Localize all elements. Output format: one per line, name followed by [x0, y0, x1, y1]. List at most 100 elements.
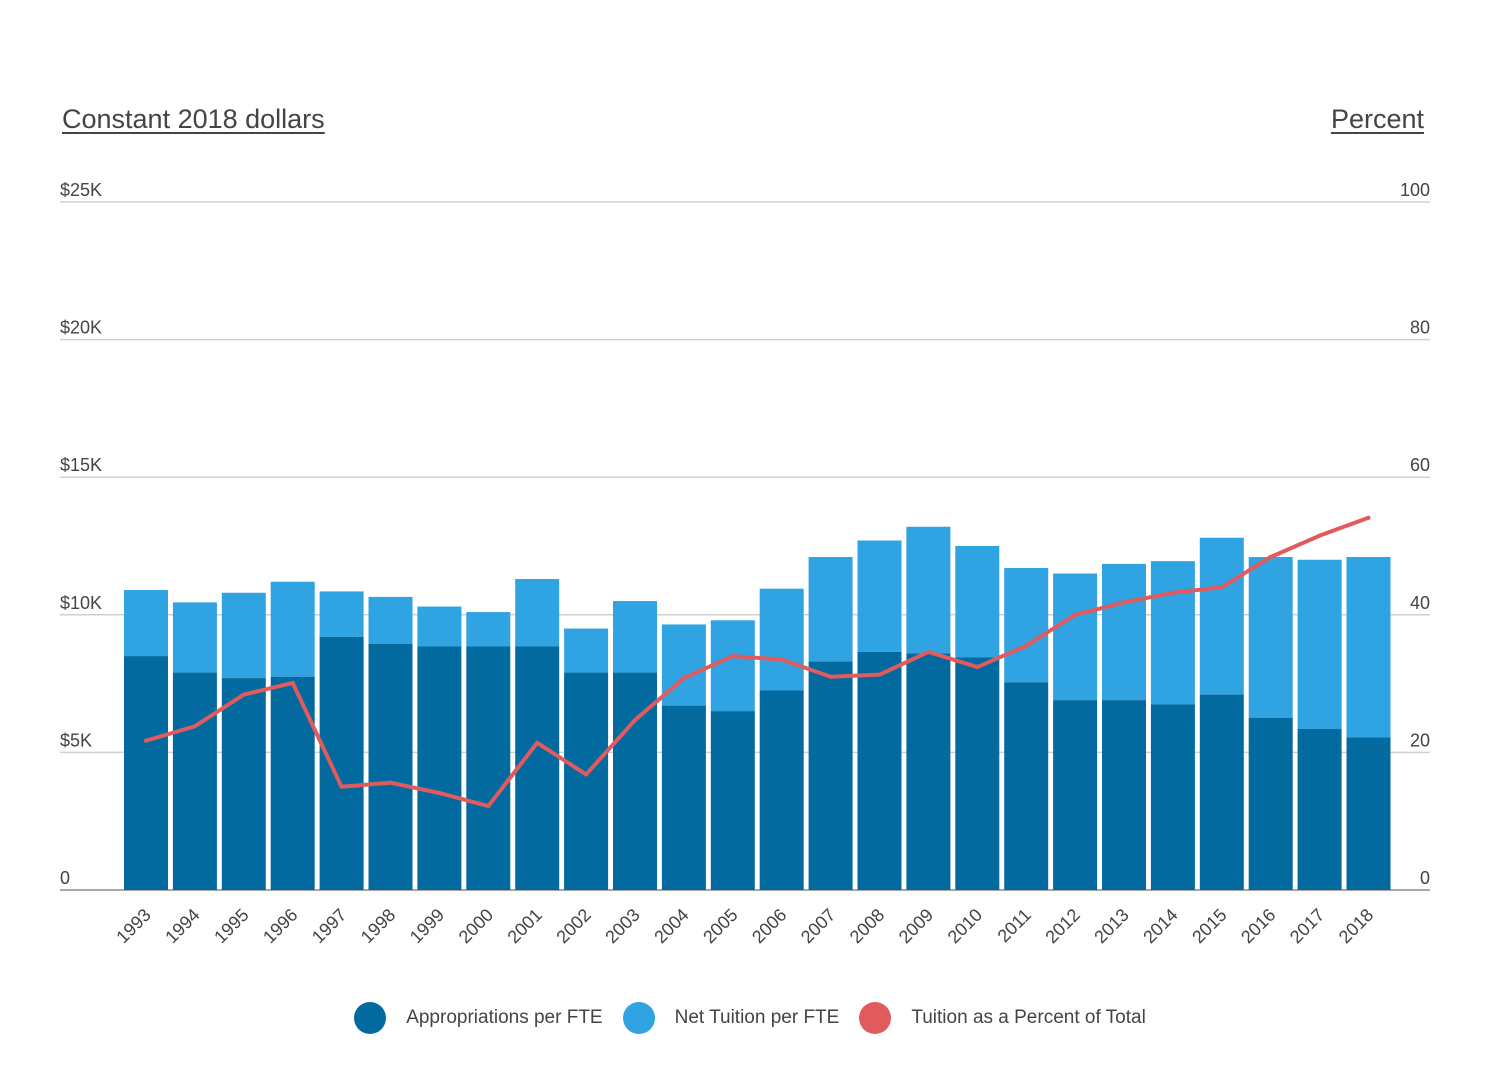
bar-net-tuition: [955, 546, 1000, 658]
x-tick-label: 2015: [1188, 905, 1230, 947]
x-tick-label: 1998: [357, 905, 399, 947]
x-tick-label: 2017: [1286, 905, 1328, 947]
legend-swatch-net-tuition: [622, 1002, 655, 1034]
bar-appropriations: [808, 661, 853, 890]
x-tick-label: 2013: [1090, 905, 1132, 947]
bar-net-tuition: [759, 588, 804, 691]
bar-appropriations: [1346, 737, 1391, 890]
line-point: [975, 665, 980, 670]
line-point: [241, 692, 246, 697]
bar-net-tuition: [710, 620, 755, 712]
legend-item-tuition-percent[interactable]: Tuition as a Percent of Total: [859, 1002, 1146, 1034]
bar-appropriations: [955, 657, 1000, 890]
x-tick-label: 2000: [455, 905, 497, 947]
bar-net-tuition: [1346, 557, 1391, 738]
bar-net-tuition: [1248, 557, 1293, 718]
bar-net-tuition: [466, 612, 511, 647]
x-tick-label: 1993: [112, 905, 154, 947]
bar-net-tuition: [1004, 568, 1049, 683]
bar-appropriations: [417, 646, 462, 890]
line-point: [192, 724, 197, 729]
y-right-tick-label: 60: [1410, 455, 1430, 475]
x-tick-label: 1994: [161, 905, 203, 947]
line-point: [1317, 533, 1322, 538]
line-point: [1219, 585, 1224, 590]
bar-appropriations: [124, 656, 168, 890]
y-left-tick-label: $5K: [60, 730, 92, 750]
y-right-tick-label: 40: [1410, 593, 1430, 613]
line-point: [290, 680, 295, 685]
bar-net-tuition: [1297, 559, 1342, 730]
bar-appropriations: [1150, 704, 1195, 890]
bar-net-tuition: [270, 581, 315, 677]
line-point: [1073, 612, 1078, 617]
x-tick-label: 2016: [1237, 905, 1279, 947]
line-point: [681, 676, 686, 681]
line-point: [926, 649, 931, 654]
x-tick-label: 2002: [552, 905, 594, 947]
x-tick-label: 2001: [504, 905, 546, 947]
bar-net-tuition: [124, 590, 168, 657]
line-point: [730, 654, 735, 659]
line-point: [1268, 555, 1273, 560]
y-left-tick-label: $15K: [60, 455, 102, 475]
bar-appropriations: [515, 646, 560, 890]
x-tick-label: 1996: [259, 905, 301, 947]
bar-net-tuition: [1150, 561, 1195, 705]
bar-appropriations: [1004, 682, 1049, 890]
line-point: [828, 674, 833, 679]
line-point: [779, 657, 784, 662]
x-tick-label: 2005: [699, 905, 741, 947]
line-point: [339, 784, 344, 789]
line-point: [535, 740, 540, 745]
right-axis-title: Percent: [1330, 104, 1424, 134]
bar-appropriations: [1199, 694, 1244, 890]
bar-net-tuition: [515, 579, 560, 647]
x-tick-label: 2010: [944, 905, 986, 947]
bar-appropriations: [564, 672, 609, 890]
bar-net-tuition: [857, 540, 902, 652]
y-right-tick-label: 80: [1410, 318, 1430, 338]
bar-net-tuition: [564, 628, 609, 673]
legend-item-net-tuition[interactable]: Net Tuition per FTE: [622, 1002, 839, 1034]
line-point: [1170, 590, 1175, 595]
line-point: [1024, 643, 1029, 648]
legend-swatch-tuition-percent: [859, 1002, 892, 1034]
bar-net-tuition: [319, 591, 364, 637]
line-point: [1366, 515, 1371, 520]
x-tick-label: 2006: [748, 905, 790, 947]
bar-net-tuition: [368, 596, 413, 644]
bar-appropriations: [906, 653, 951, 890]
y-tick-labels: 0 $5K $10K $15K $20K $25K 0 20 40 60 80 100: [60, 180, 1430, 888]
legend: Appropriations per FTE Net Tuition per F…: [0, 1000, 1500, 1036]
bar-net-tuition: [1199, 537, 1244, 695]
legend-label-appropriations: Appropriations per FTE: [406, 1007, 603, 1028]
y-right-tick-label: 20: [1410, 730, 1430, 750]
bar-appropriations: [172, 672, 217, 890]
bar-net-tuition: [613, 601, 657, 673]
line-point: [144, 738, 148, 743]
bar-appropriations: [466, 646, 511, 890]
x-tick-label: 2003: [601, 905, 643, 947]
bar-appropriations: [661, 705, 706, 890]
legend-item-appropriations[interactable]: Appropriations per FTE: [354, 1002, 603, 1034]
x-tick-label: 2009: [895, 905, 937, 947]
x-tick-labels: 1993 1994 1995 1996 1997 1998 1999 2000 2001 2002…: [112, 905, 1377, 947]
line-point: [1122, 600, 1126, 605]
line-point: [388, 780, 393, 785]
bar-net-tuition: [221, 592, 266, 679]
percent-line: [144, 515, 1371, 809]
bar-appropriations: [270, 676, 315, 890]
bar-appropriations: [319, 636, 364, 890]
bar-appropriations: [1053, 700, 1098, 890]
bar-appropriations: [857, 651, 902, 890]
bar-appropriations: [368, 643, 413, 890]
x-tick-label: 1997: [308, 905, 350, 947]
line-point: [877, 672, 882, 677]
x-tick-label: 2018: [1335, 905, 1377, 947]
bar-appropriations: [759, 690, 804, 890]
line-point: [584, 772, 589, 777]
x-tick-label: 2004: [650, 905, 692, 947]
bar-net-tuition: [417, 606, 462, 647]
